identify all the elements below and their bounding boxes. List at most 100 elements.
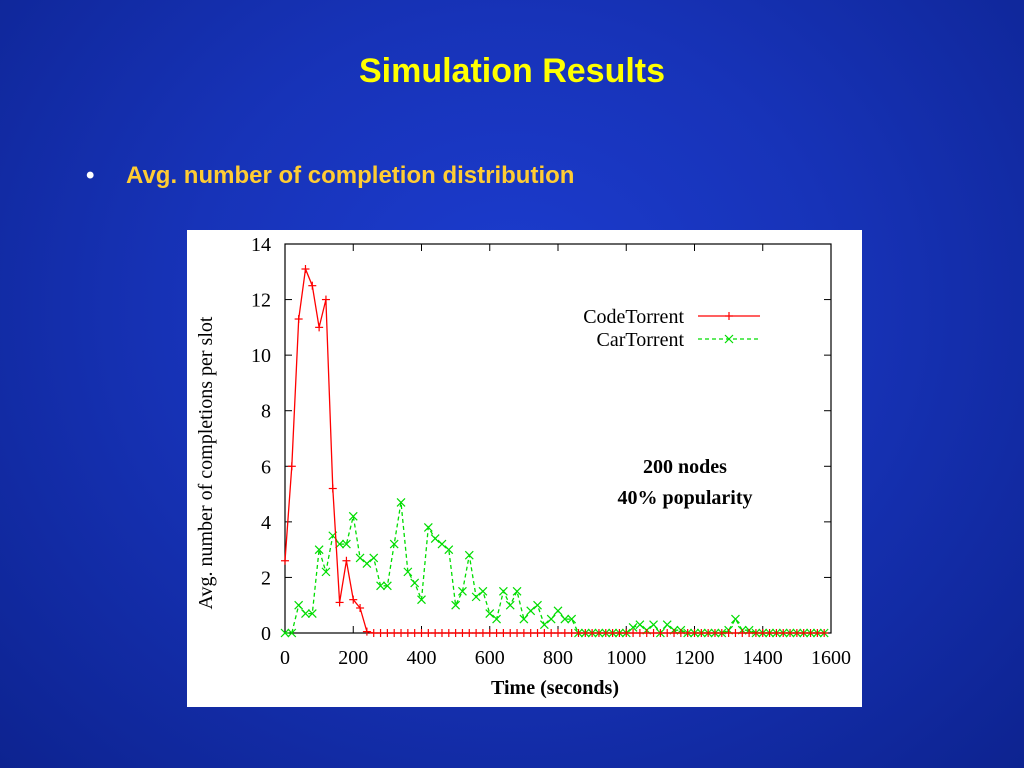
y-axis-label: Avg. number of completions per slot: [195, 316, 217, 609]
codetorrent-point: [745, 629, 754, 637]
x-tick-label: 1600: [811, 647, 851, 669]
cartorrent-legend-label: CarTorrent: [597, 329, 685, 351]
annotation-line-1: 200 nodes: [643, 456, 727, 478]
codetorrent-point: [506, 629, 515, 637]
cartorrent-point: [437, 539, 447, 549]
codetorrent-point: [820, 629, 829, 637]
cartorrent-point: [512, 586, 522, 596]
codetorrent-point: [806, 629, 815, 637]
codetorrent-point: [519, 629, 528, 637]
cartorrent-point: [505, 600, 515, 610]
codetorrent-legend-label: CodeTorrent: [583, 306, 684, 328]
codetorrent-point: [601, 629, 610, 637]
plot-frame: [284, 243, 832, 634]
codetorrent-point: [629, 629, 638, 637]
cartorrent-point: [478, 586, 488, 596]
cartorrent-point: [307, 609, 317, 618]
codetorrent-point: [458, 629, 467, 637]
codetorrent-point: [683, 629, 692, 637]
cartorrent-point: [430, 534, 440, 543]
codetorrent-point: [410, 629, 419, 637]
cartorrent-point: [287, 628, 297, 638]
annotation-line-2: 40% popularity: [617, 487, 752, 509]
bullet-text: Avg. number of completion distribution: [126, 162, 575, 189]
codetorrent-point: [444, 629, 453, 637]
cartorrent-point: [471, 592, 481, 602]
codetorrent-point: [499, 629, 508, 637]
cartorrent-point: [403, 567, 413, 577]
codetorrent-point: [403, 629, 412, 637]
codetorrent-point: [472, 629, 481, 637]
y-tick-label: 8: [261, 401, 271, 423]
codetorrent-line: [284, 266, 825, 634]
y-tick-label: 0: [261, 623, 271, 645]
codetorrent-point: [390, 629, 399, 637]
codetorrent-point: [431, 629, 440, 637]
codetorrent-point: [581, 629, 590, 637]
codetorrent-point: [478, 629, 487, 637]
cartorrent-point: [348, 511, 358, 521]
cartorrent-point: [382, 581, 392, 591]
codetorrent-point: [642, 629, 651, 637]
codetorrent-point: [513, 629, 522, 637]
codetorrent-point: [724, 629, 733, 637]
codetorrent-point: [615, 629, 624, 637]
codetorrent-point: [315, 323, 324, 332]
y-tick-label: 10: [251, 345, 271, 367]
cartorrent-point: [553, 606, 563, 616]
cartorrent-point: [451, 600, 461, 610]
x-tick-label: 1200: [675, 647, 715, 669]
y-tick-labels: 0 2 4 6 8 10 12 14: [251, 234, 271, 645]
cartorrent-point: [376, 581, 385, 591]
codetorrent-point: [560, 629, 569, 637]
x-tick-label: 400: [407, 647, 437, 669]
cartorrent-point: [342, 539, 351, 549]
codetorrent-point: [567, 629, 576, 637]
codetorrent-point: [717, 629, 726, 637]
cartorrent-point: [731, 614, 740, 624]
cartorrent-point: [492, 614, 501, 624]
cartorrent-point: [301, 609, 310, 618]
chart-axes: [284, 243, 832, 634]
series-lines: [280, 265, 829, 638]
codetorrent-point: [356, 603, 365, 612]
codetorrent-point: [697, 629, 706, 637]
codetorrent-point: [670, 629, 679, 637]
codetorrent-point: [417, 629, 426, 637]
codetorrent-point: [799, 629, 808, 637]
codetorrent-point: [369, 629, 378, 637]
codetorrent-point: [492, 629, 501, 637]
y-tick-label: 4: [261, 512, 271, 534]
codetorrent-point: [465, 629, 474, 637]
codetorrent-point: [574, 629, 583, 637]
codetorrent-point: [287, 462, 296, 471]
codetorrent-point: [554, 629, 562, 637]
cartorrent-point: [649, 620, 658, 630]
cartorrent-point: [423, 522, 433, 532]
codetorrent-point: [792, 629, 801, 637]
cartorrent-point: [526, 606, 536, 616]
codetorrent-point: [663, 629, 672, 637]
codetorrent-point: [588, 629, 597, 637]
codetorrent-point: [751, 629, 760, 637]
x-tick-label: 200: [338, 647, 368, 669]
slide-title: Simulation Results: [358, 52, 666, 90]
codetorrent-point: [608, 629, 617, 637]
cartorrent-point: [335, 539, 345, 549]
cartorrent-point: [389, 539, 399, 549]
codetorrent-point: [301, 265, 310, 274]
codetorrent-point: [710, 629, 719, 637]
cartorrent-point: [635, 620, 645, 630]
codetorrent-point: [526, 629, 535, 637]
x-tick-label: 1400: [743, 647, 783, 669]
bullet-symbol: •: [86, 162, 95, 189]
codetorrent-point: [676, 629, 685, 637]
cartorrent-point: [498, 586, 508, 596]
cartorrent-point: [560, 614, 570, 624]
codetorrent-point: [362, 627, 371, 636]
cartorrent-point: [546, 614, 556, 624]
codetorrent-point: [704, 629, 713, 637]
cartorrent-point: [464, 550, 474, 560]
codetorrent-point: [308, 281, 317, 290]
